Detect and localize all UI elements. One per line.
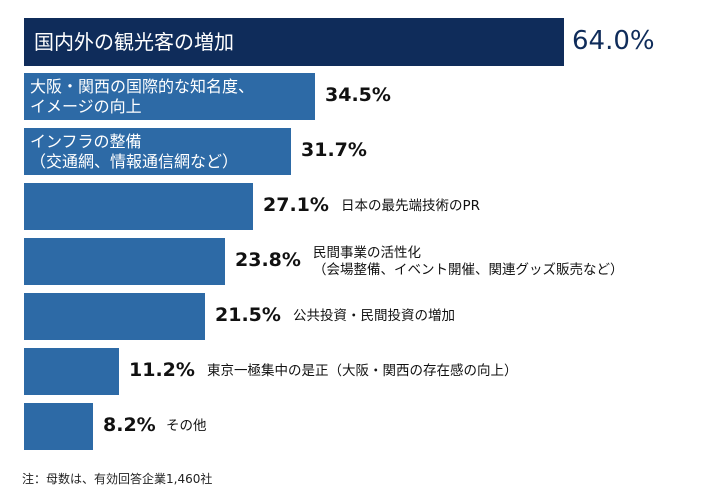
bar-7 (24, 348, 119, 395)
chart-note: 注：母数は、有効回答企業1,460社 (22, 472, 213, 486)
value-label-5: 23.8% (235, 249, 301, 271)
bar-2 (24, 73, 315, 120)
value-label-1: 64.0% (572, 26, 655, 56)
value-label-3: 31.7% (301, 139, 367, 161)
value-label-2: 34.5% (325, 84, 391, 106)
category-label-5: 民間事業の活性化 （会場整備、イベント開催、関連グッズ販売など） (313, 244, 624, 278)
bar-6 (24, 293, 205, 340)
bar-3 (24, 128, 291, 175)
category-label-8: その他 (166, 418, 207, 434)
value-label-7: 11.2% (129, 359, 195, 381)
category-label-4: 日本の最先端技術のPR (341, 198, 481, 214)
category-label-2: 大阪・関西の国際的な知名度、 イメージの向上 (30, 76, 255, 116)
category-label-1: 国内外の観光客の増加 (34, 30, 234, 54)
bar-4 (24, 183, 253, 230)
bar-8 (24, 403, 93, 450)
value-label-4: 27.1% (263, 194, 329, 216)
category-label-7: 東京一極集中の是正（大阪・関西の存在感の向上） (207, 363, 518, 379)
bar-1 (24, 18, 564, 66)
category-label-6: 公共投資・民間投資の増加 (293, 308, 455, 324)
value-label-8: 8.2% (103, 414, 156, 436)
bar-5 (24, 238, 225, 285)
value-label-6: 21.5% (215, 304, 281, 326)
category-label-3: インフラの整備 （交通網、情報通信網など） (30, 131, 239, 171)
